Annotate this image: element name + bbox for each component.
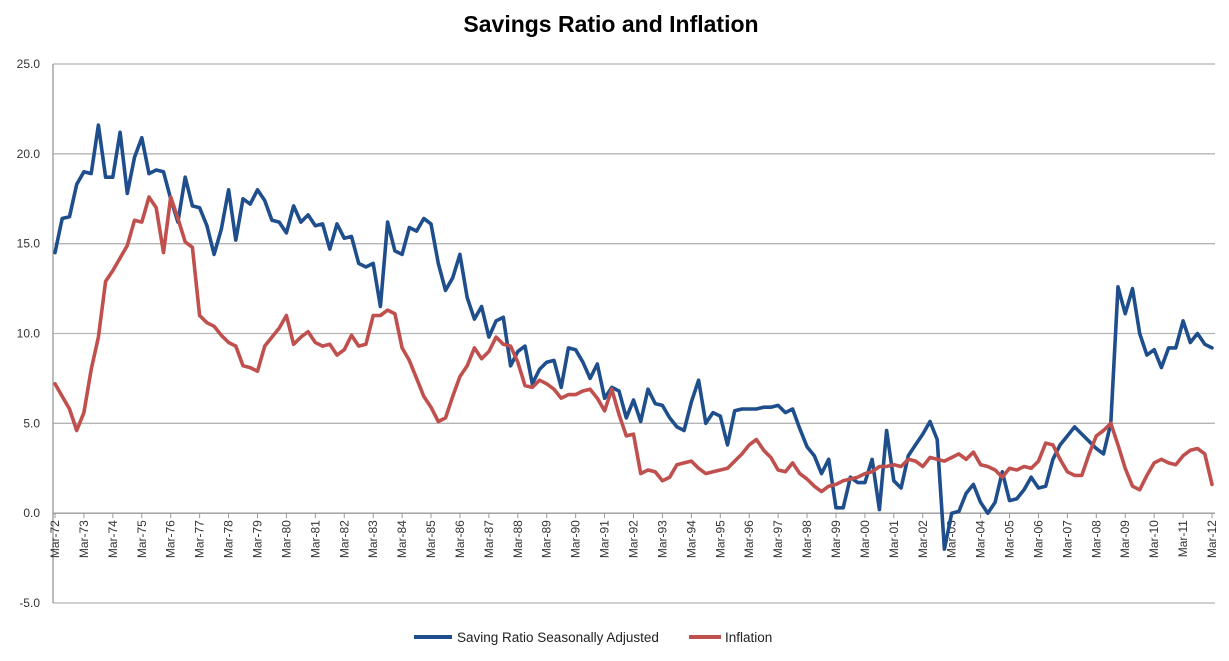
series-line-savings-ratio <box>53 123 1214 551</box>
x-tick-label: Mar-11 <box>1176 520 1190 557</box>
y-tick-label: 15.0 <box>17 237 41 251</box>
x-tick-label: Mar-83 <box>366 520 380 558</box>
x-tick-label: Mar-98 <box>800 520 814 558</box>
x-tick-label: Mar-82 <box>337 520 351 558</box>
x-tick-label: Mar-07 <box>1060 520 1074 558</box>
x-tick-label: Mar-08 <box>1089 520 1103 558</box>
x-tick-label: Mar-77 <box>193 520 207 558</box>
y-tick-label: 20.0 <box>17 147 41 161</box>
x-tick-label: Mar-94 <box>684 520 698 558</box>
gridlines <box>53 63 1215 604</box>
x-tick-label: Mar-84 <box>395 520 409 558</box>
chart-title: Savings Ratio and Inflation <box>463 11 758 37</box>
x-tick-label: Mar-80 <box>279 520 293 558</box>
x-tick-label: Mar-87 <box>482 520 496 558</box>
x-tick-label: Mar-85 <box>424 520 438 558</box>
x-tick-label: Mar-93 <box>655 520 669 558</box>
x-tick-label: Mar-02 <box>916 520 930 558</box>
x-tick-label: Mar-04 <box>974 520 988 558</box>
y-axis: 25.0 20.0 15.0 10.0 5.0 0.0 -5.0 <box>17 57 54 610</box>
x-tick-label: Mar-12 <box>1205 520 1219 558</box>
y-tick-label: 25.0 <box>17 57 41 71</box>
x-tick-label: Mar-97 <box>771 520 785 558</box>
series-lines <box>53 123 1214 551</box>
x-tick-label: Mar-89 <box>540 520 554 558</box>
x-tick-label: Mar-72 <box>48 520 62 558</box>
x-tick-label: Mar-91 <box>598 520 612 558</box>
x-tick-label: Mar-01 <box>887 520 901 558</box>
y-tick-label: 10.0 <box>17 327 41 341</box>
x-tick-label: Mar-81 <box>308 520 322 558</box>
x-tick-label: Mar-05 <box>1003 520 1017 558</box>
legend-label-inflation: Inflation <box>725 630 772 645</box>
y-tick-label: -5.0 <box>19 596 40 610</box>
y-tick-label: 5.0 <box>23 416 40 430</box>
x-tick-label: Mar-92 <box>627 520 641 558</box>
x-tick-label: Mar-95 <box>713 520 727 558</box>
legend-label-savings: Saving Ratio Seasonally Adjusted <box>457 630 659 645</box>
x-tick-label: Mar-79 <box>250 520 264 558</box>
x-tick-label: Mar-75 <box>135 520 149 558</box>
y-tick-label: 0.0 <box>23 506 40 520</box>
x-tick-label: Mar-74 <box>106 520 120 558</box>
x-tick-label: Mar-99 <box>829 520 843 558</box>
x-tick-label: Mar-86 <box>453 520 467 558</box>
legend: Saving Ratio Seasonally Adjusted Inflati… <box>414 630 772 645</box>
x-axis: Mar-72 Mar-73 Mar-74 Mar-75 Mar-76 Mar-77 Mar-… <box>48 512 1219 558</box>
x-tick-label: Mar-73 <box>77 520 91 558</box>
x-tick-label: Mar-06 <box>1031 520 1045 558</box>
x-tick-label: Mar-09 <box>1118 520 1132 558</box>
x-tick-label: Mar-10 <box>1147 520 1161 558</box>
x-tick-label: Mar-96 <box>742 520 756 558</box>
x-tick-label: Mar-00 <box>858 520 872 558</box>
x-tick-label: Mar-88 <box>511 520 525 558</box>
x-tick-label: Mar-90 <box>569 520 583 558</box>
x-tick-label: Mar-78 <box>222 520 236 558</box>
x-tick-label: Mar-76 <box>164 520 178 558</box>
series-line-inflation <box>53 195 1214 494</box>
